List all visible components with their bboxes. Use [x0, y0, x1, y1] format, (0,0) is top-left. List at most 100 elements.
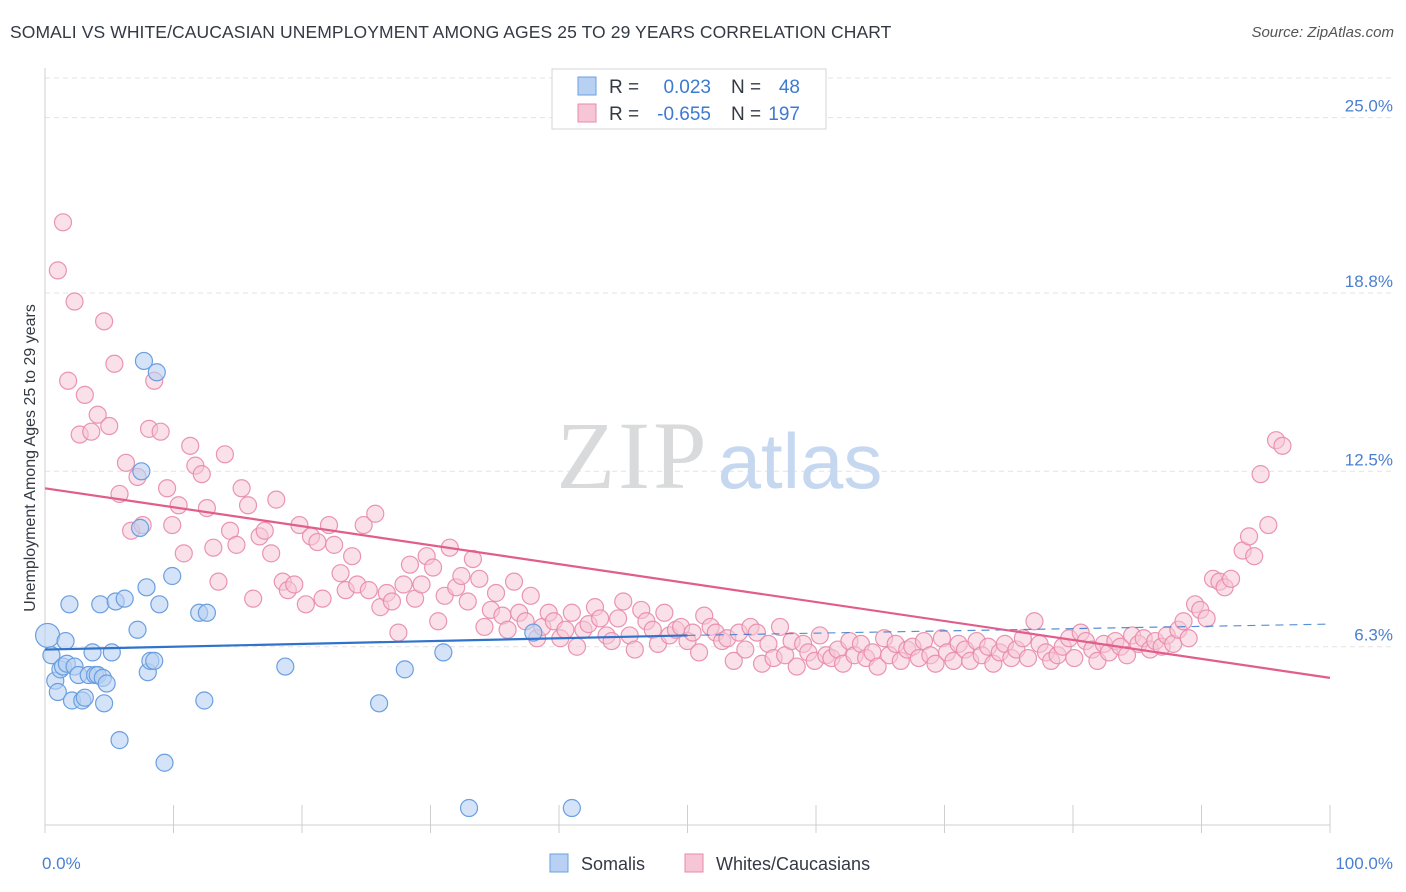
white-caucasian-point: [116, 453, 136, 472]
white-caucasian-point: [267, 490, 286, 509]
white-caucasian-point: [429, 612, 448, 631]
somali-swatch: [577, 76, 597, 96]
white-caucasian-points: [48, 213, 1292, 676]
somali-point: [128, 620, 147, 639]
white-caucasian-point: [181, 436, 200, 455]
white-caucasian-point: [366, 504, 385, 523]
white-caucasian-point: [458, 592, 477, 611]
white-caucasian-point: [1065, 648, 1084, 668]
white-caucasian-point: [1117, 646, 1137, 665]
white-caucasian-point: [423, 558, 443, 577]
white-caucasian-point: [354, 515, 373, 535]
white-caucasian-point: [787, 657, 806, 676]
somali-point: [75, 688, 94, 707]
white-caucasian-point: [452, 566, 471, 586]
white-caucasian-point: [238, 496, 258, 515]
white-caucasian-point: [562, 603, 581, 622]
somali-point: [276, 657, 295, 676]
somali-point: [56, 631, 75, 651]
somali-point: [60, 595, 79, 614]
somali-point: [130, 518, 150, 537]
white-caucasian-point: [325, 535, 344, 554]
somali-point: [145, 651, 164, 670]
legend-item-whites[interactable]: Whites/Caucasians: [684, 853, 870, 874]
white-caucasian-point: [255, 521, 274, 540]
white-caucasian-point: [163, 515, 182, 535]
white-caucasian-point: [614, 592, 633, 611]
axes: [44, 68, 1331, 833]
n-value: 48: [779, 77, 800, 98]
somali-trend-line: [44, 634, 688, 651]
white-caucasian-point: [655, 603, 674, 622]
white-caucasian-point: [204, 538, 223, 557]
somali-point: [134, 351, 154, 371]
white-caucasian-point: [1018, 648, 1038, 668]
stats-row-somali: R = 0.023 N = 48: [577, 76, 800, 98]
x-tick-label: 0.0%: [42, 854, 81, 873]
white-caucasian-point: [689, 643, 709, 662]
white-caucasian-point: [470, 569, 489, 588]
white-caucasian-point: [215, 445, 234, 464]
white-caucasian-point: [486, 583, 506, 603]
white-caucasian-point: [736, 640, 755, 659]
somali-point: [370, 694, 389, 713]
n-label: N =: [731, 104, 761, 125]
white-caucasian-point: [88, 405, 107, 424]
n-label: N =: [731, 77, 761, 98]
n-value: 197: [768, 104, 800, 125]
y-tick-label: 18.8%: [1345, 272, 1393, 291]
white-caucasian-trend-line: [44, 487, 1331, 679]
white-caucasian-point: [1221, 569, 1241, 588]
white-caucasian-point: [747, 623, 766, 642]
white-caucasian-point: [1273, 436, 1292, 455]
x-tick-labels: 0.0% 100.0%: [42, 854, 1393, 873]
x-tick-label: 100.0%: [1335, 854, 1393, 873]
somali-point: [42, 646, 61, 665]
white-caucasian-point: [313, 589, 332, 608]
source-label: Source: ZipAtlas.com: [1251, 24, 1394, 41]
white-caucasian-point: [227, 535, 246, 554]
somali-point: [163, 566, 182, 586]
somali-point: [434, 643, 453, 662]
somali-point: [150, 595, 169, 614]
somali-point: [34, 622, 61, 649]
somali-point: [83, 643, 102, 662]
white-caucasian-point: [53, 213, 73, 232]
r-label: R =: [609, 104, 639, 125]
white-caucasian-point: [382, 592, 402, 611]
y-axis-label: Unemployment Among Ages 25 to 29 years: [22, 304, 39, 612]
somali-point: [395, 660, 414, 679]
y-tick-label: 12.5%: [1345, 450, 1393, 469]
y-tick-label: 25.0%: [1345, 97, 1393, 116]
watermark-atlas: atlas: [718, 417, 883, 505]
white-caucasian-point: [1197, 609, 1216, 628]
white-caucasian-point: [683, 623, 702, 642]
somali-trend-extension: [687, 623, 1331, 637]
white-caucasian-point: [770, 617, 790, 637]
legend-label-somalis: Somalis: [581, 854, 645, 874]
white-caucasian-point: [343, 547, 362, 566]
white-caucasian-point: [1245, 547, 1264, 566]
white-caucasian-point: [412, 575, 431, 594]
white-caucasian-point: [521, 586, 540, 605]
somali-point: [132, 462, 151, 481]
white-caucasian-point: [100, 416, 119, 436]
white-caucasian-point: [105, 354, 124, 373]
white-caucasian-point: [1025, 612, 1044, 631]
white-caucasian-point: [192, 465, 211, 484]
white-caucasian-point: [394, 575, 413, 594]
chart-title: SOMALI VS WHITE/CAUCASIAN UNEMPLOYMENT A…: [10, 22, 892, 42]
white-caucasian-point: [389, 623, 408, 642]
somali-point: [524, 623, 543, 642]
r-value: 0.023: [663, 77, 711, 98]
somali-point: [91, 595, 110, 614]
white-caucasian-point: [65, 292, 84, 311]
white-caucasian-point: [232, 479, 251, 498]
white-caucasian-point: [1259, 515, 1278, 535]
legend-item-somalis[interactable]: Somalis: [549, 853, 645, 874]
white-caucasian-point: [308, 532, 327, 552]
watermark-zip: ZIP: [557, 402, 710, 509]
gridlines: [45, 77, 1392, 648]
white-caucasian-point: [498, 620, 517, 639]
